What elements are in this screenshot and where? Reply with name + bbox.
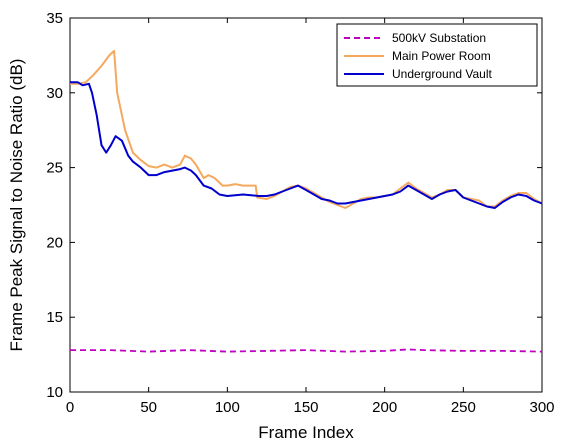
y-axis-label: Frame Peak Signal to Noise Ratio (dB)	[7, 59, 26, 352]
legend: 500kV Substation Main Power Room Undergrou…	[336, 23, 538, 87]
y-tick-labels: 10 15 20 25 30 35	[46, 10, 63, 401]
x-tick-label: 150	[293, 399, 318, 416]
y-tick-label: 20	[46, 234, 63, 251]
series-line-0	[70, 348, 543, 353]
y-tick-label: 10	[46, 384, 63, 401]
x-tick-labels: 0 50 100 150 200 250 300	[66, 399, 555, 416]
legend-label-1: Main Power Room	[392, 49, 491, 63]
y-tick-label: 15	[46, 309, 63, 326]
x-tick-label: 0	[66, 399, 74, 416]
x-tick-label: 250	[451, 399, 476, 416]
x-tick-label: 200	[372, 399, 397, 416]
y-tick-label: 30	[46, 85, 63, 102]
legend-label-2: Underground Vault	[392, 67, 493, 81]
y-tick-label: 35	[46, 10, 63, 27]
x-tick-label: 50	[140, 399, 157, 416]
legend-label-0: 500kV Substation	[392, 31, 486, 45]
x-axis-label: Frame Index	[258, 423, 354, 441]
y-tick-label: 25	[46, 160, 63, 177]
ticks-layer	[69, 17, 543, 393]
x-tick-label: 300	[529, 399, 554, 416]
x-tick-label: 100	[215, 399, 240, 416]
series-layer	[70, 49, 543, 353]
series-line-2	[70, 81, 543, 209]
